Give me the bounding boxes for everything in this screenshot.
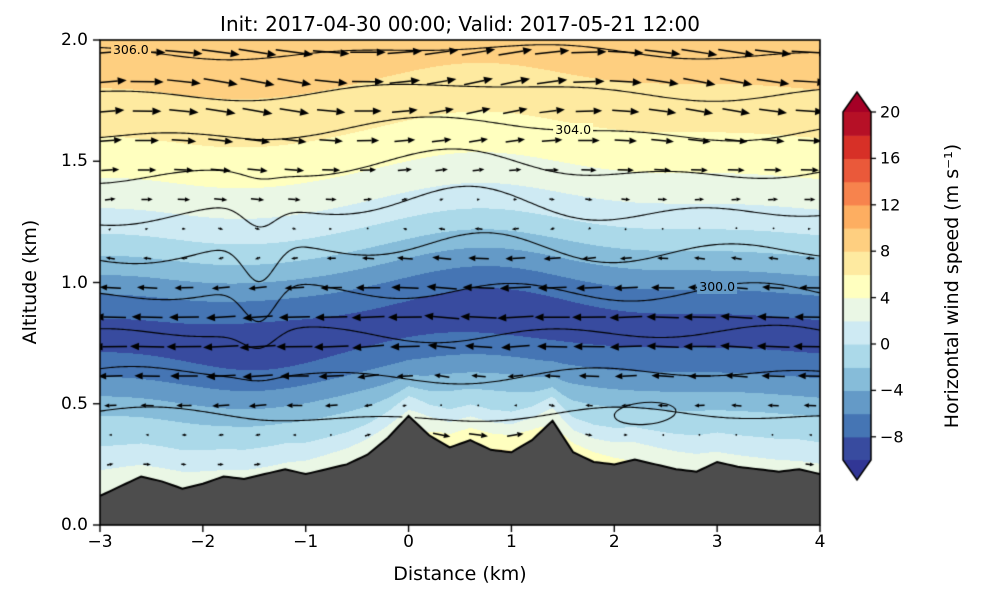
contour-label-306: 306.0 — [110, 41, 151, 57]
contour-label-300: 300.0 — [697, 278, 738, 294]
colorbar-tick-label: −4 — [880, 380, 904, 400]
x-tick-label: 0 — [403, 532, 414, 552]
x-tick-label: 1 — [506, 532, 517, 552]
colorbar-tick-label: 20 — [880, 102, 901, 122]
x-tick-label: 4 — [814, 532, 826, 552]
x-tick-label: 3 — [711, 532, 723, 552]
y-tick-label: 1.0 — [60, 272, 88, 293]
x-tick-label: −2 — [190, 532, 216, 552]
contour-label-304: 304.0 — [553, 122, 594, 138]
y-axis-label: Altitude (km) — [19, 219, 41, 345]
x-axis-label: Distance (km) — [393, 563, 527, 585]
colorbar-label: Horizontal wind speed (m s⁻¹) — [941, 143, 963, 429]
colorbar-tick-label: −8 — [880, 427, 904, 447]
x-tick-label: −1 — [293, 532, 319, 552]
y-tick-label: 0.0 — [60, 515, 88, 535]
plot-title: Init: 2017-04-30 00:00; Valid: 2017-05-2… — [220, 12, 700, 36]
colorbar-tick-label: 8 — [880, 241, 891, 261]
colorbar-tick-label: 0 — [880, 334, 891, 354]
colorbar-tick-label: 12 — [880, 195, 901, 215]
y-tick-label: 0.5 — [60, 393, 88, 414]
colorbar-tick-label: 4 — [880, 288, 891, 308]
y-tick-label: 1.5 — [60, 151, 88, 172]
x-tick-label: 2 — [608, 532, 620, 552]
x-tick-label: −3 — [87, 532, 113, 552]
y-tick-label: 2.0 — [60, 30, 88, 50]
colorbar-tick-label: 16 — [880, 148, 901, 168]
